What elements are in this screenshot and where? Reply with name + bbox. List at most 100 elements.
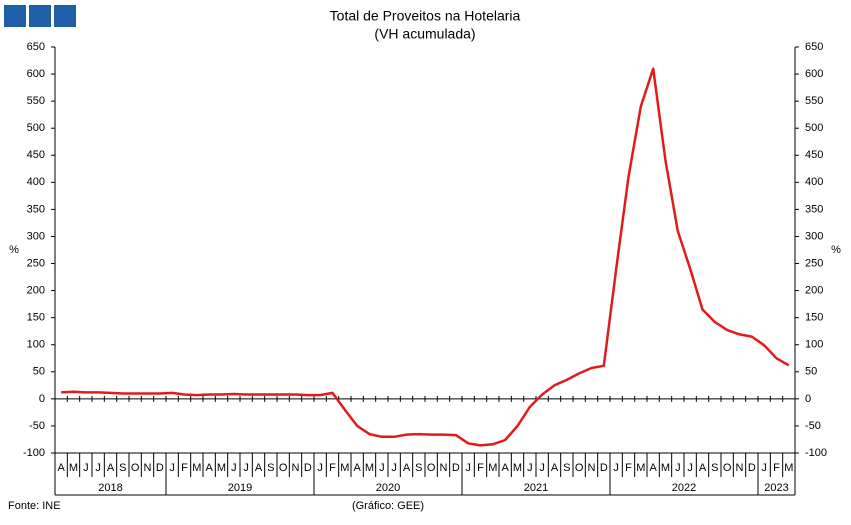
x-tick-label: A	[501, 462, 509, 474]
y2-tick-label: 650	[805, 41, 823, 53]
x-tick-label: S	[267, 462, 274, 474]
chart-title: Total de Proveitos na Hotelaria	[330, 8, 521, 24]
x-tick-label: F	[773, 462, 780, 474]
x-tick-label: J	[465, 462, 471, 474]
y2-tick-label: 350	[805, 203, 823, 215]
x-tick-label: M	[217, 462, 226, 474]
credit: (Gráfico: GEE)	[352, 500, 424, 512]
x-tick-label: O	[723, 462, 732, 474]
x-tick-label: A	[699, 462, 707, 474]
year-label: 2023	[764, 482, 788, 494]
y-tick-label: 450	[27, 149, 45, 161]
y-tick-label: 50	[33, 366, 45, 378]
x-tick-label: A	[551, 462, 559, 474]
x-tick-label: O	[575, 462, 584, 474]
year-label: 2022	[672, 482, 696, 494]
y-tick-label: 650	[27, 41, 45, 53]
year-label: 2018	[98, 482, 122, 494]
x-tick-label: O	[279, 462, 288, 474]
y2-tick-label: 400	[805, 176, 823, 188]
x-tick-label: J	[231, 462, 237, 474]
y2-tick-label: 550	[805, 95, 823, 107]
x-tick-label: N	[144, 462, 152, 474]
x-tick-label: D	[748, 462, 756, 474]
x-tick-label: J	[95, 462, 101, 474]
x-tick-label: F	[329, 462, 336, 474]
x-tick-label: J	[391, 462, 397, 474]
y2-tick-label: -50	[805, 420, 821, 432]
x-tick-label: J	[613, 462, 619, 474]
y-tick-label: 600	[27, 68, 45, 80]
year-label: 2021	[524, 482, 548, 494]
x-tick-label: S	[711, 462, 718, 474]
x-tick-label: J	[243, 462, 249, 474]
x-tick-label: J	[527, 462, 533, 474]
x-tick-label: J	[687, 462, 693, 474]
y-tick-label: 150	[27, 312, 45, 324]
x-tick-label: D	[600, 462, 608, 474]
x-tick-label: A	[255, 462, 263, 474]
y-tick-label: 550	[27, 95, 45, 107]
y2-tick-label: 450	[805, 149, 823, 161]
x-tick-label: D	[156, 462, 164, 474]
y2-tick-label: 500	[805, 122, 823, 134]
x-tick-label: A	[353, 462, 361, 474]
logo	[4, 5, 76, 27]
x-tick-label: F	[625, 462, 632, 474]
x-tick-label: O	[427, 462, 436, 474]
x-tick-label: F	[181, 462, 188, 474]
x-tick-label: M	[636, 462, 645, 474]
x-tick-label: N	[588, 462, 596, 474]
y-tick-label: 200	[27, 285, 45, 297]
x-tick-label: J	[317, 462, 323, 474]
x-tick-label: N	[440, 462, 448, 474]
y-tick-label: 500	[27, 122, 45, 134]
y-tick-label: 400	[27, 176, 45, 188]
x-tick-label: D	[304, 462, 312, 474]
source: Fonte: INE	[8, 500, 61, 512]
y2-tick-label: 0	[805, 393, 811, 405]
y-tick-label: -50	[29, 420, 45, 432]
x-tick-label: M	[69, 462, 78, 474]
x-tick-label: M	[340, 462, 349, 474]
x-tick-label: J	[761, 462, 767, 474]
x-tick-label: S	[563, 462, 570, 474]
x-tick-label: M	[661, 462, 670, 474]
y2-tick-label: 100	[805, 339, 823, 351]
chart-subtitle: (VH acumulada)	[374, 26, 475, 42]
year-label: 2019	[228, 482, 252, 494]
x-tick-label: N	[292, 462, 300, 474]
y2-tick-label: 300	[805, 230, 823, 242]
x-tick-label: N	[736, 462, 744, 474]
x-tick-label: J	[539, 462, 545, 474]
x-tick-label: S	[415, 462, 422, 474]
x-tick-label: F	[477, 462, 484, 474]
x-tick-label: J	[169, 462, 175, 474]
x-tick-label: A	[205, 462, 213, 474]
x-tick-label: M	[365, 462, 374, 474]
x-tick-label: S	[119, 462, 126, 474]
year-label: 2020	[376, 482, 400, 494]
x-tick-label: J	[675, 462, 681, 474]
x-tick-label: D	[452, 462, 460, 474]
y2-tick-label: 200	[805, 285, 823, 297]
x-tick-label: A	[57, 462, 65, 474]
x-tick-label: O	[131, 462, 140, 474]
x-tick-label: A	[403, 462, 411, 474]
y-tick-label: 250	[27, 257, 45, 269]
x-tick-label: M	[488, 462, 497, 474]
y-tick-label: 300	[27, 230, 45, 242]
y-axis-label: %	[9, 244, 19, 256]
y2-axis-label: %	[831, 244, 841, 256]
y2-tick-label: -100	[805, 447, 827, 459]
x-tick-label: J	[379, 462, 385, 474]
x-tick-label: M	[784, 462, 793, 474]
y2-tick-label: 600	[805, 68, 823, 80]
x-tick-label: M	[192, 462, 201, 474]
data-line	[61, 67, 790, 447]
x-tick-label: A	[107, 462, 115, 474]
y-tick-label: 0	[39, 393, 45, 405]
x-tick-label: M	[513, 462, 522, 474]
y2-tick-label: 150	[805, 312, 823, 324]
